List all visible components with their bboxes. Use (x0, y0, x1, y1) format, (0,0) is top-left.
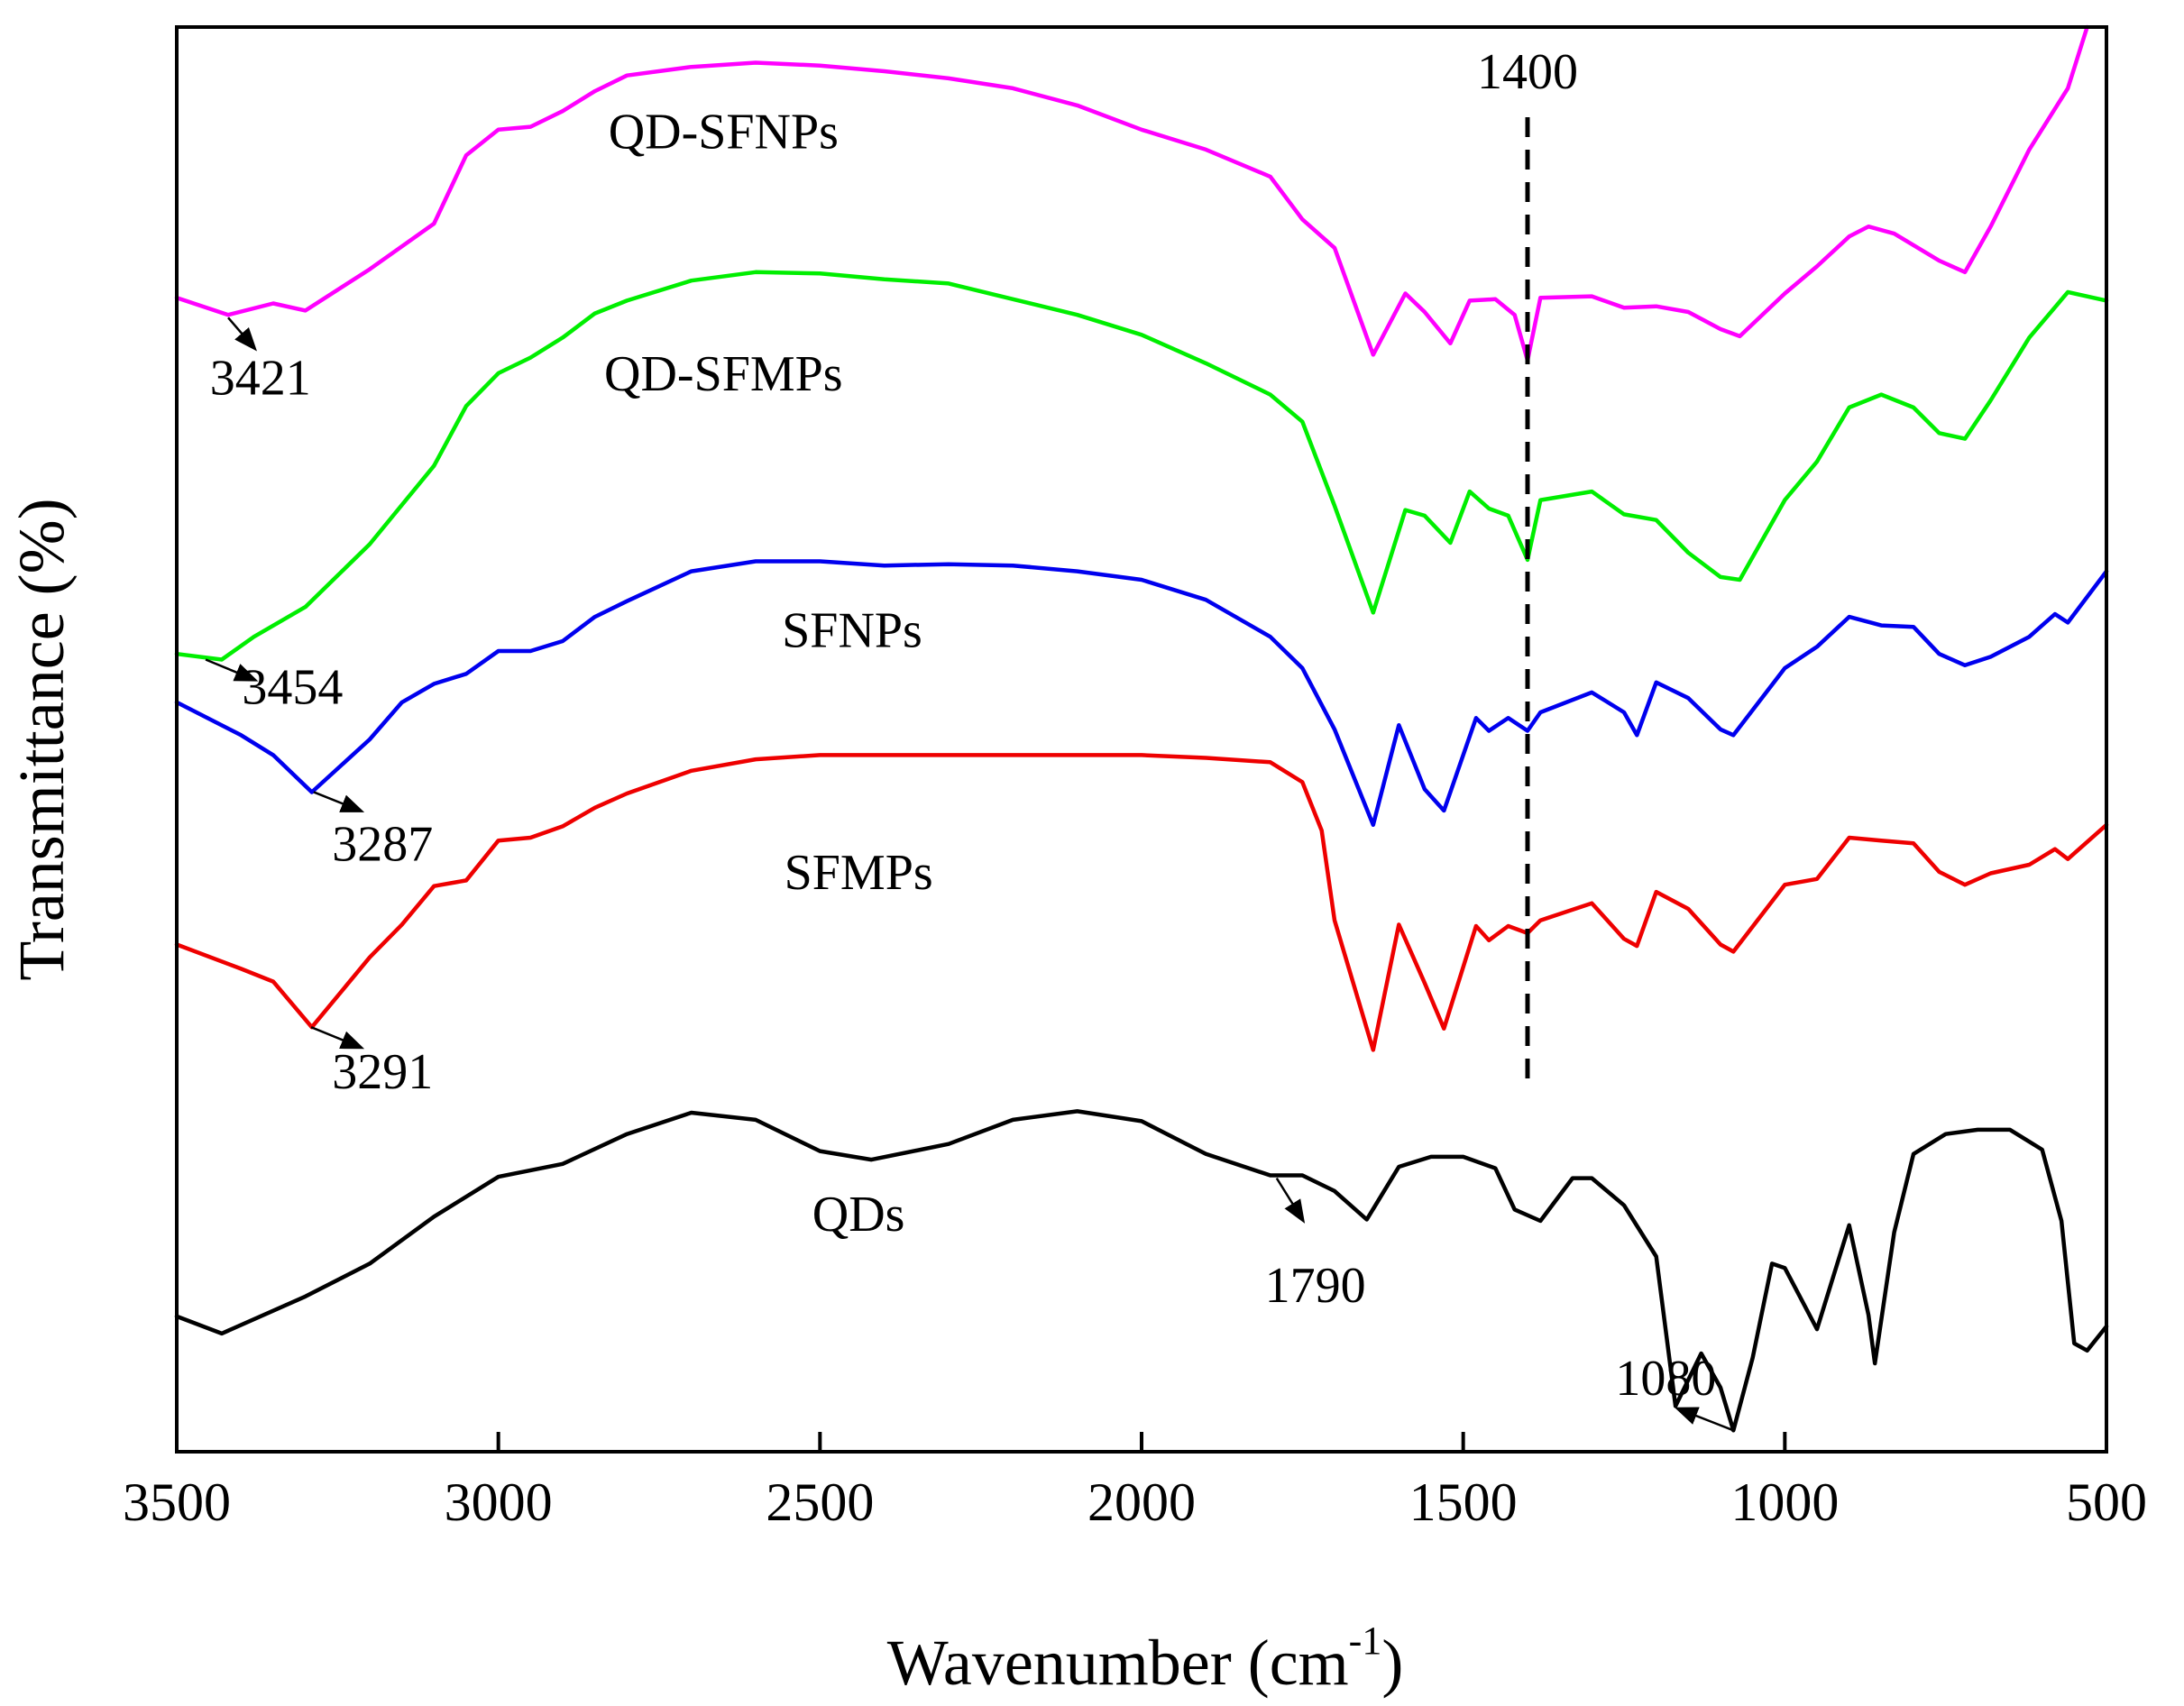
series-qd-sfnps (174, 24, 2089, 362)
curve-label-layer: QD-SFNPs QD-SFMPs SFNPs SFMPs QDs (604, 104, 933, 1243)
peak-label-3421: 3421 (210, 351, 311, 407)
reference-line-layer: 1400 (1477, 44, 1578, 1091)
series-qd-sfmps (174, 270, 2109, 662)
x-tick-label-1500: 1500 (1409, 1472, 1518, 1532)
curve-label-sfnps: SFNPs (782, 602, 922, 658)
peak-label-3291: 3291 (332, 1044, 433, 1100)
x-axis-title-sup: -1 (1349, 1619, 1382, 1663)
x-tick-label-2500: 2500 (766, 1472, 874, 1532)
x-tick-label-3000: 3000 (445, 1472, 553, 1532)
reference-line-label: 1400 (1477, 44, 1578, 100)
x-tick-label-1000: 1000 (1730, 1472, 1839, 1532)
curve-label-qd-sfmps: QD-SFMPs (604, 346, 843, 402)
peak-label-1080: 1080 (1615, 1351, 1716, 1407)
series-layer (174, 24, 2109, 1433)
x-axis-title: Wavenumber (cm-1) (887, 1619, 1404, 1699)
plot-frame (175, 25, 2108, 1454)
x-tick-label-3500: 3500 (123, 1472, 231, 1532)
peak-arrow-1080 (1674, 1407, 1734, 1432)
x-tick-label-500: 500 (2066, 1472, 2147, 1532)
x-axis-title-close: ) (1381, 1627, 1403, 1699)
peak-arrow-1790 (1275, 1177, 1306, 1224)
peak-arrow-3454 (205, 658, 259, 682)
peak-label-3454: 3454 (242, 660, 343, 716)
x-tick-layer: 3500 3000 2500 2000 1500 1000 500 (123, 1432, 2147, 1532)
curve-label-qds: QDs (812, 1187, 905, 1243)
series-sfnps (174, 559, 2109, 828)
x-tick-label-2000: 2000 (1087, 1472, 1196, 1532)
peak-label-1790: 1790 (1265, 1258, 1366, 1314)
curve-label-qd-sfnps: QD-SFNPs (609, 104, 839, 160)
peak-label-3287: 3287 (332, 816, 433, 872)
peak-arrow-3287 (313, 791, 365, 812)
series-sfmps (174, 753, 2109, 1052)
series-qds (174, 1109, 2109, 1433)
annotation-layer: 3421 3454 3287 3291 1790 1080 (205, 316, 1734, 1432)
x-axis-title-main: Wavenumber (cm (887, 1627, 1349, 1699)
curve-label-sfmps: SFMPs (785, 845, 933, 901)
y-axis-title: Transmittance (%) (5, 498, 78, 980)
peak-arrow-3421 (227, 316, 257, 352)
peak-arrow-3291 (310, 1026, 365, 1050)
